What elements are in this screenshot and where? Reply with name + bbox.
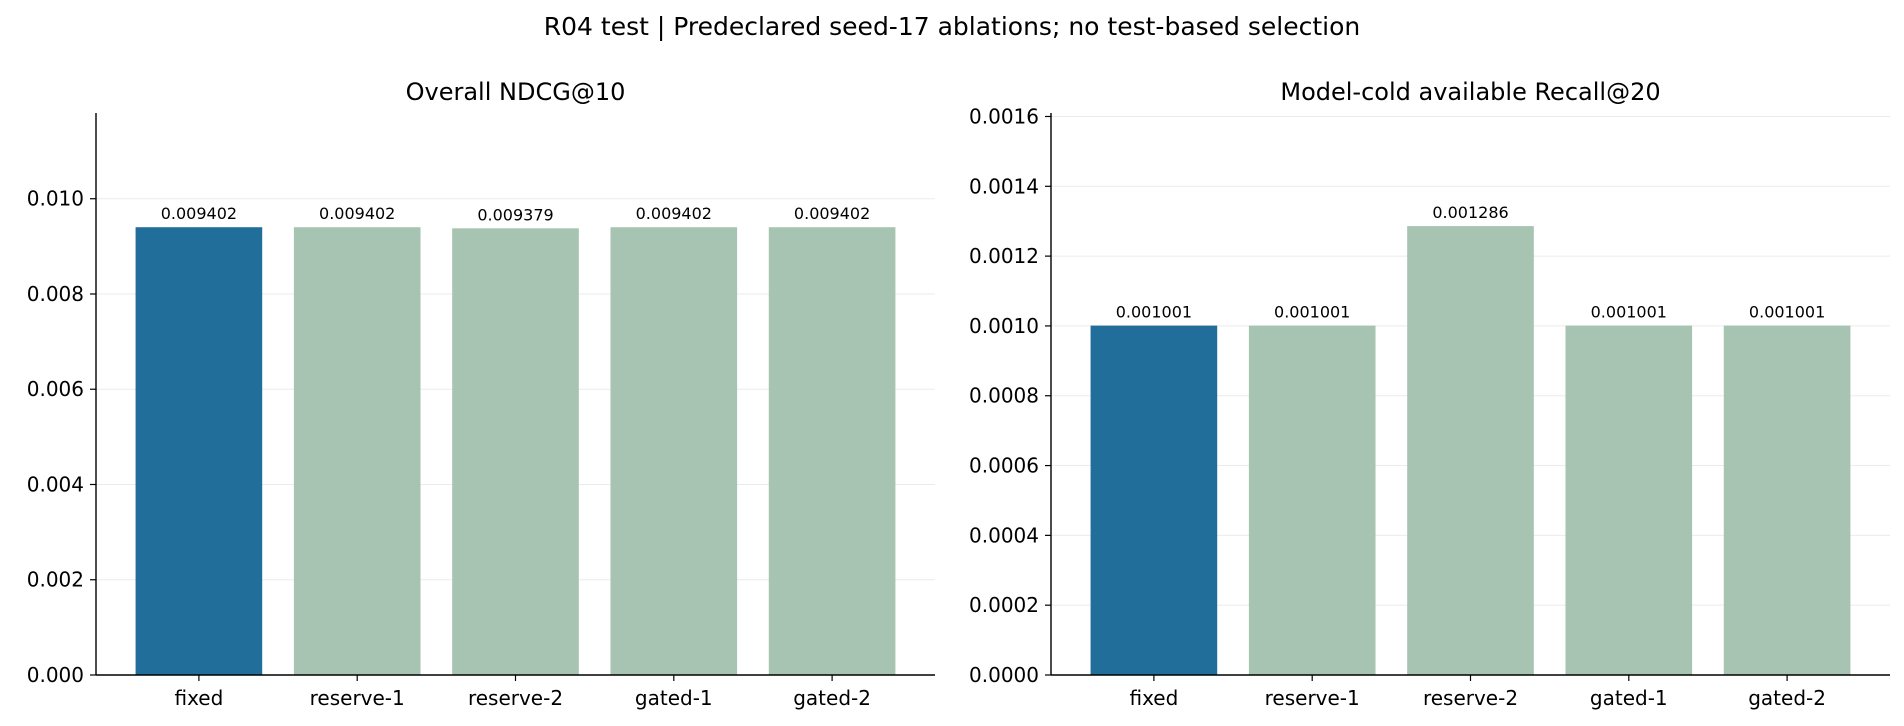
data-label: 0.001001: [1116, 303, 1192, 322]
x-tick-label: reserve-2: [1423, 686, 1518, 710]
bar: [768, 227, 896, 675]
bar: [1248, 325, 1376, 675]
data-label: 0.001001: [1749, 303, 1825, 322]
bar: [610, 227, 738, 675]
x-tick-label: reserve-1: [1265, 686, 1360, 710]
data-label: 0.009402: [636, 204, 712, 223]
x-tick-label: gated-2: [1748, 686, 1826, 710]
y-tick-label: 0.006: [27, 377, 84, 401]
y-tick-label: 0.000: [27, 663, 84, 687]
data-label: 0.001001: [1591, 303, 1667, 322]
x-tick-label: gated-1: [635, 686, 713, 710]
y-tick-label: 0.004: [27, 472, 84, 496]
data-label: 0.009402: [161, 204, 237, 223]
bar: [1565, 325, 1693, 675]
y-tick-label: 0.0012: [969, 244, 1039, 268]
chart-title: Model-cold available Recall@20: [1280, 78, 1660, 106]
x-tick-label: reserve-2: [468, 686, 563, 710]
x-tick-label: reserve-1: [310, 686, 405, 710]
bar: [1407, 226, 1534, 675]
x-tick-label: gated-2: [793, 686, 871, 710]
data-label: 0.001001: [1274, 303, 1350, 322]
y-tick-label: 0.0016: [969, 104, 1039, 128]
chart-panel-ndcg: 0.009402 fixed 0.009402 reserve-1 0.009379 re…: [27, 78, 935, 710]
bar: [1090, 325, 1218, 675]
data-label: 0.001286: [1432, 203, 1508, 222]
chart-panel-recall: 0.001001 fixed 0.001001 reserve-1 0.001286 re…: [969, 78, 1890, 710]
y-tick-label: 0.0000: [969, 663, 1039, 687]
y-tick-label: 0.0002: [969, 593, 1039, 617]
data-label: 0.009379: [477, 205, 553, 224]
data-label: 0.009402: [794, 204, 870, 223]
bar: [135, 227, 263, 675]
x-tick-label: fixed: [1129, 686, 1178, 710]
bar: [1723, 325, 1851, 675]
y-tick-label: 0.008: [27, 282, 84, 306]
figure-suptitle: R04 test | Predeclared seed-17 ablations…: [543, 12, 1361, 41]
bar: [452, 228, 579, 676]
bar: [293, 227, 421, 675]
y-tick-label: 0.010: [27, 187, 84, 211]
y-tick-label: 0.0014: [969, 174, 1039, 198]
x-tick-label: gated-1: [1590, 686, 1668, 710]
y-tick-label: 0.002: [27, 568, 84, 592]
y-tick-label: 0.0004: [969, 523, 1039, 547]
y-tick-label: 0.0006: [969, 454, 1039, 478]
y-tick-label: 0.0010: [969, 314, 1039, 338]
x-tick-label: fixed: [174, 686, 223, 710]
chart-title: Overall NDCG@10: [406, 78, 626, 106]
data-label: 0.009402: [319, 204, 395, 223]
y-tick-label: 0.0008: [969, 384, 1039, 408]
